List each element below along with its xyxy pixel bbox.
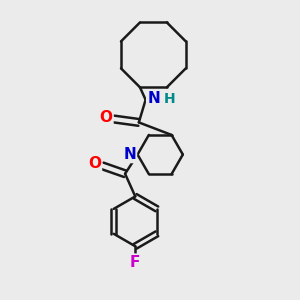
Text: F: F [130,255,140,270]
Text: N: N [123,147,136,162]
Text: H: H [164,92,176,106]
Text: O: O [100,110,112,125]
Text: N: N [147,91,160,106]
Text: O: O [88,156,101,171]
